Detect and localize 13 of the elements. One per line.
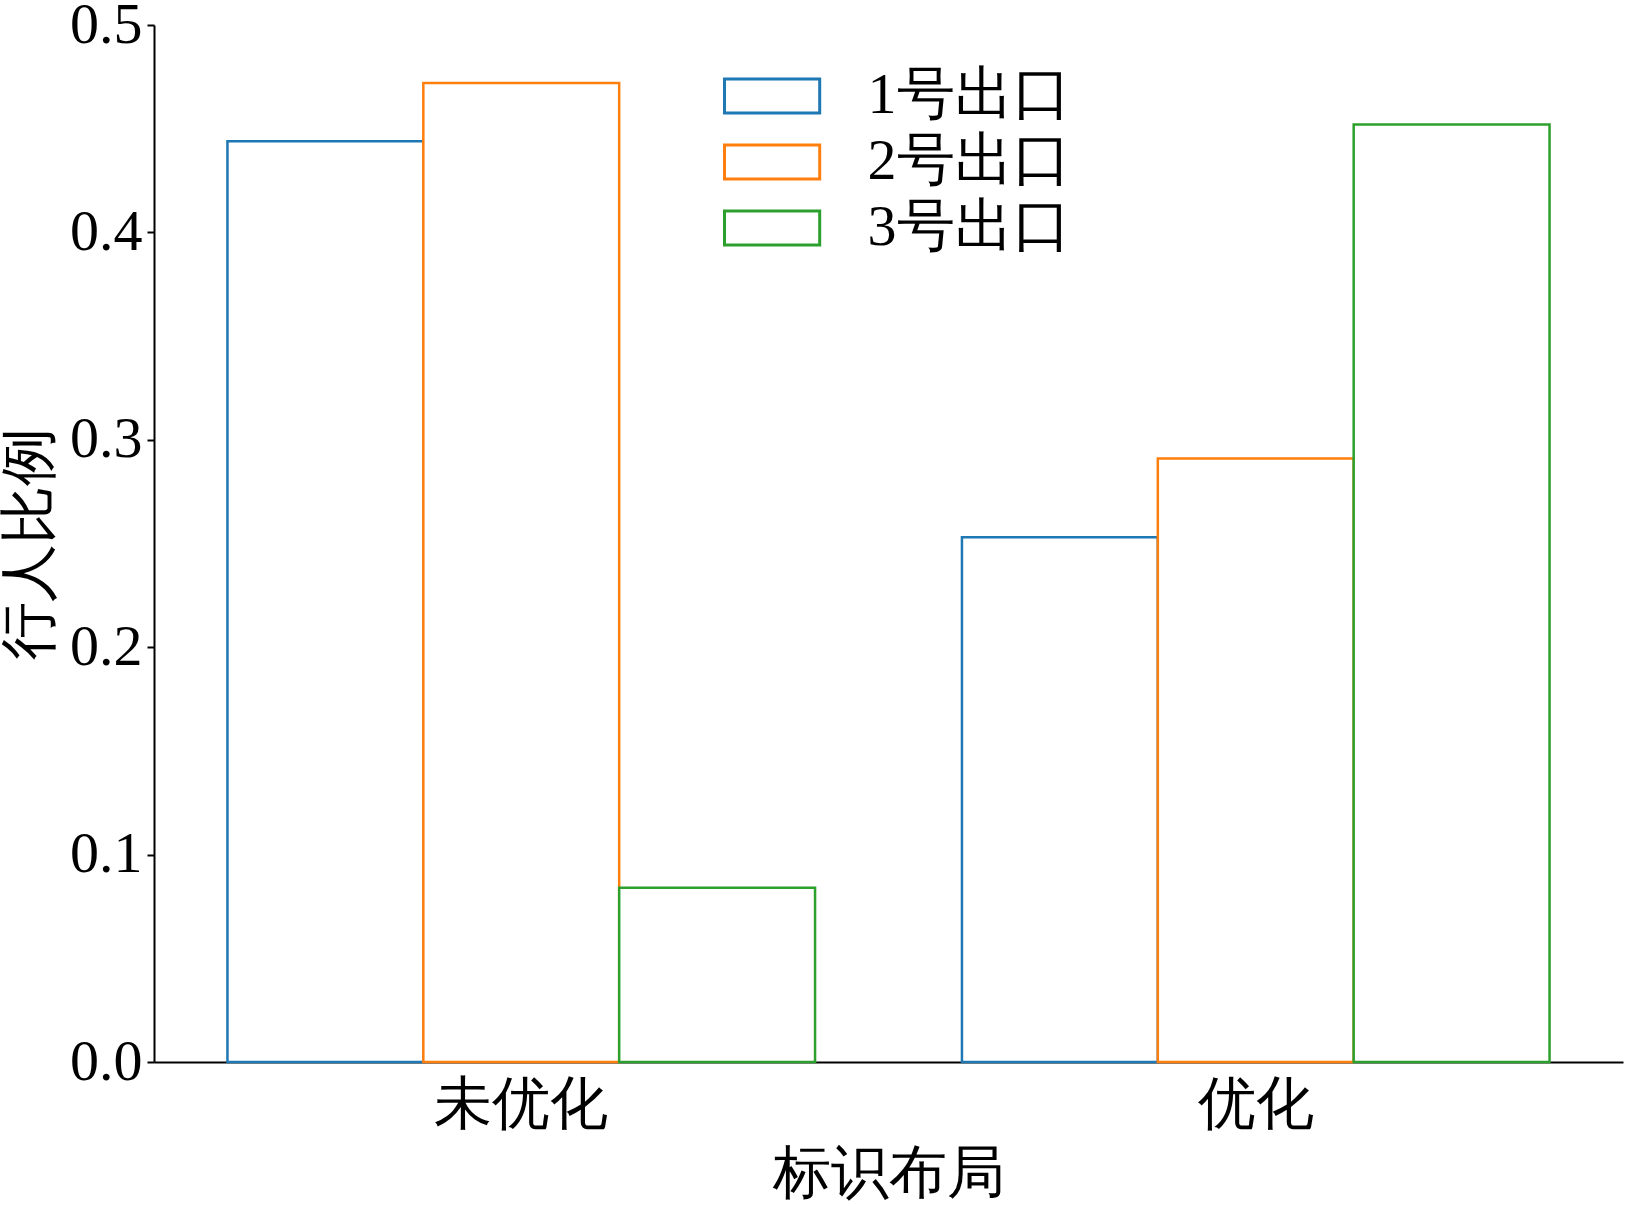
x-tick-label: 未优化 (434, 1070, 609, 1136)
y-tick-label: 0.1 (70, 820, 143, 886)
x-tick-label: 优化 (1197, 1070, 1314, 1136)
y-tick-label: 0.2 (70, 612, 143, 678)
y-tick-label: 0.4 (70, 197, 143, 263)
y-axis-title: 行人比例 (0, 428, 61, 660)
legend-label: 2号出口 (867, 127, 1071, 192)
legend-label: 1号出口 (867, 61, 1071, 126)
y-tick-label: 0.3 (70, 405, 143, 471)
y-tick-label: 0.0 (70, 1027, 143, 1093)
x-axis-title: 标识布局 (772, 1139, 1005, 1205)
y-tick-label: 0.5 (70, 0, 143, 56)
legend-label: 3号出口 (867, 193, 1071, 258)
